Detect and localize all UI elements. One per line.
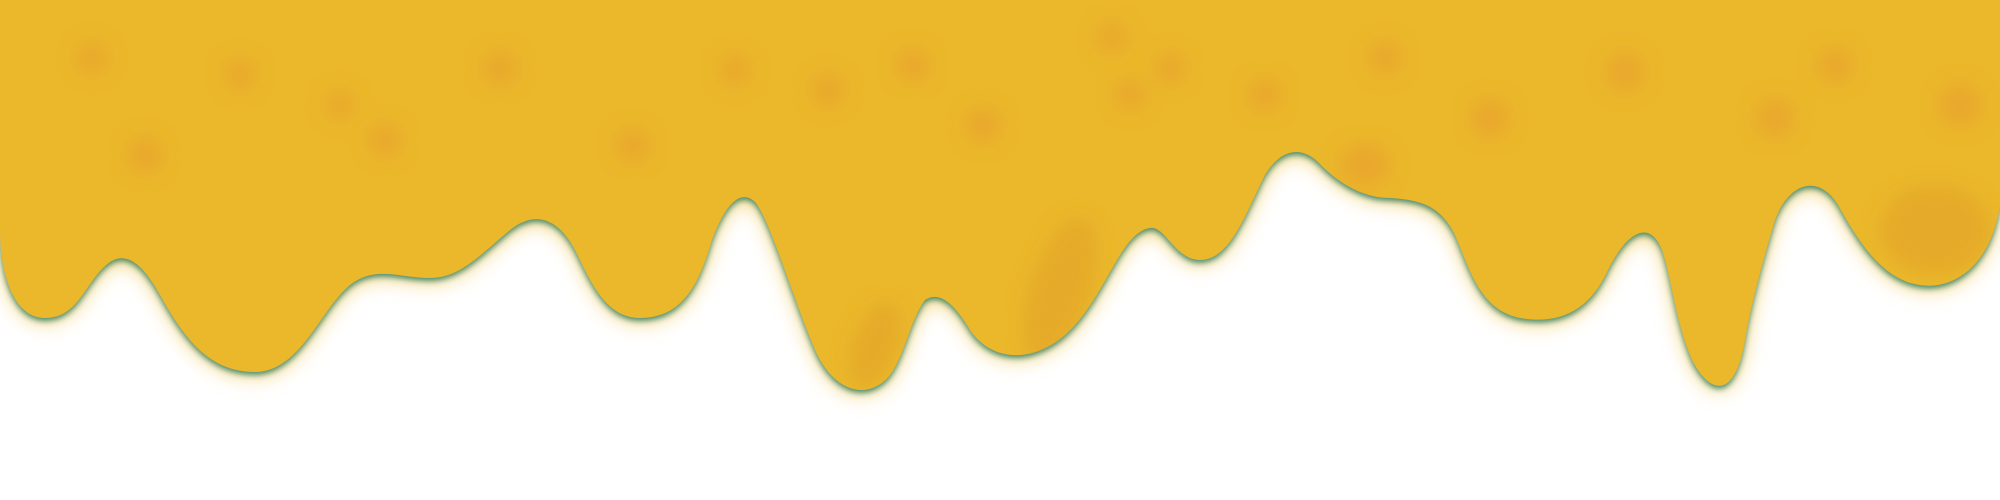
spot	[1605, 52, 1645, 92]
spot	[1154, 52, 1186, 84]
spot	[1096, 22, 1128, 54]
spot	[368, 123, 402, 157]
spot	[325, 90, 355, 120]
spot	[811, 73, 845, 107]
spot	[76, 42, 108, 74]
spot	[127, 137, 163, 173]
spot	[616, 128, 650, 162]
spot	[719, 54, 751, 86]
spot	[1339, 143, 1391, 187]
spot	[1368, 41, 1402, 75]
spot	[1114, 79, 1146, 111]
spot	[896, 48, 930, 82]
liquid-body	[0, 0, 2000, 390]
spot	[483, 51, 517, 85]
spot	[1755, 98, 1795, 138]
streak	[849, 302, 901, 388]
streak	[1023, 218, 1097, 362]
spot	[1817, 47, 1853, 83]
spot	[965, 107, 1001, 143]
spot	[224, 58, 256, 90]
spot	[1248, 78, 1282, 112]
liquid-spots	[76, 22, 1990, 388]
spot	[1470, 98, 1510, 138]
streak	[1880, 185, 1990, 275]
spot	[1938, 83, 1982, 127]
